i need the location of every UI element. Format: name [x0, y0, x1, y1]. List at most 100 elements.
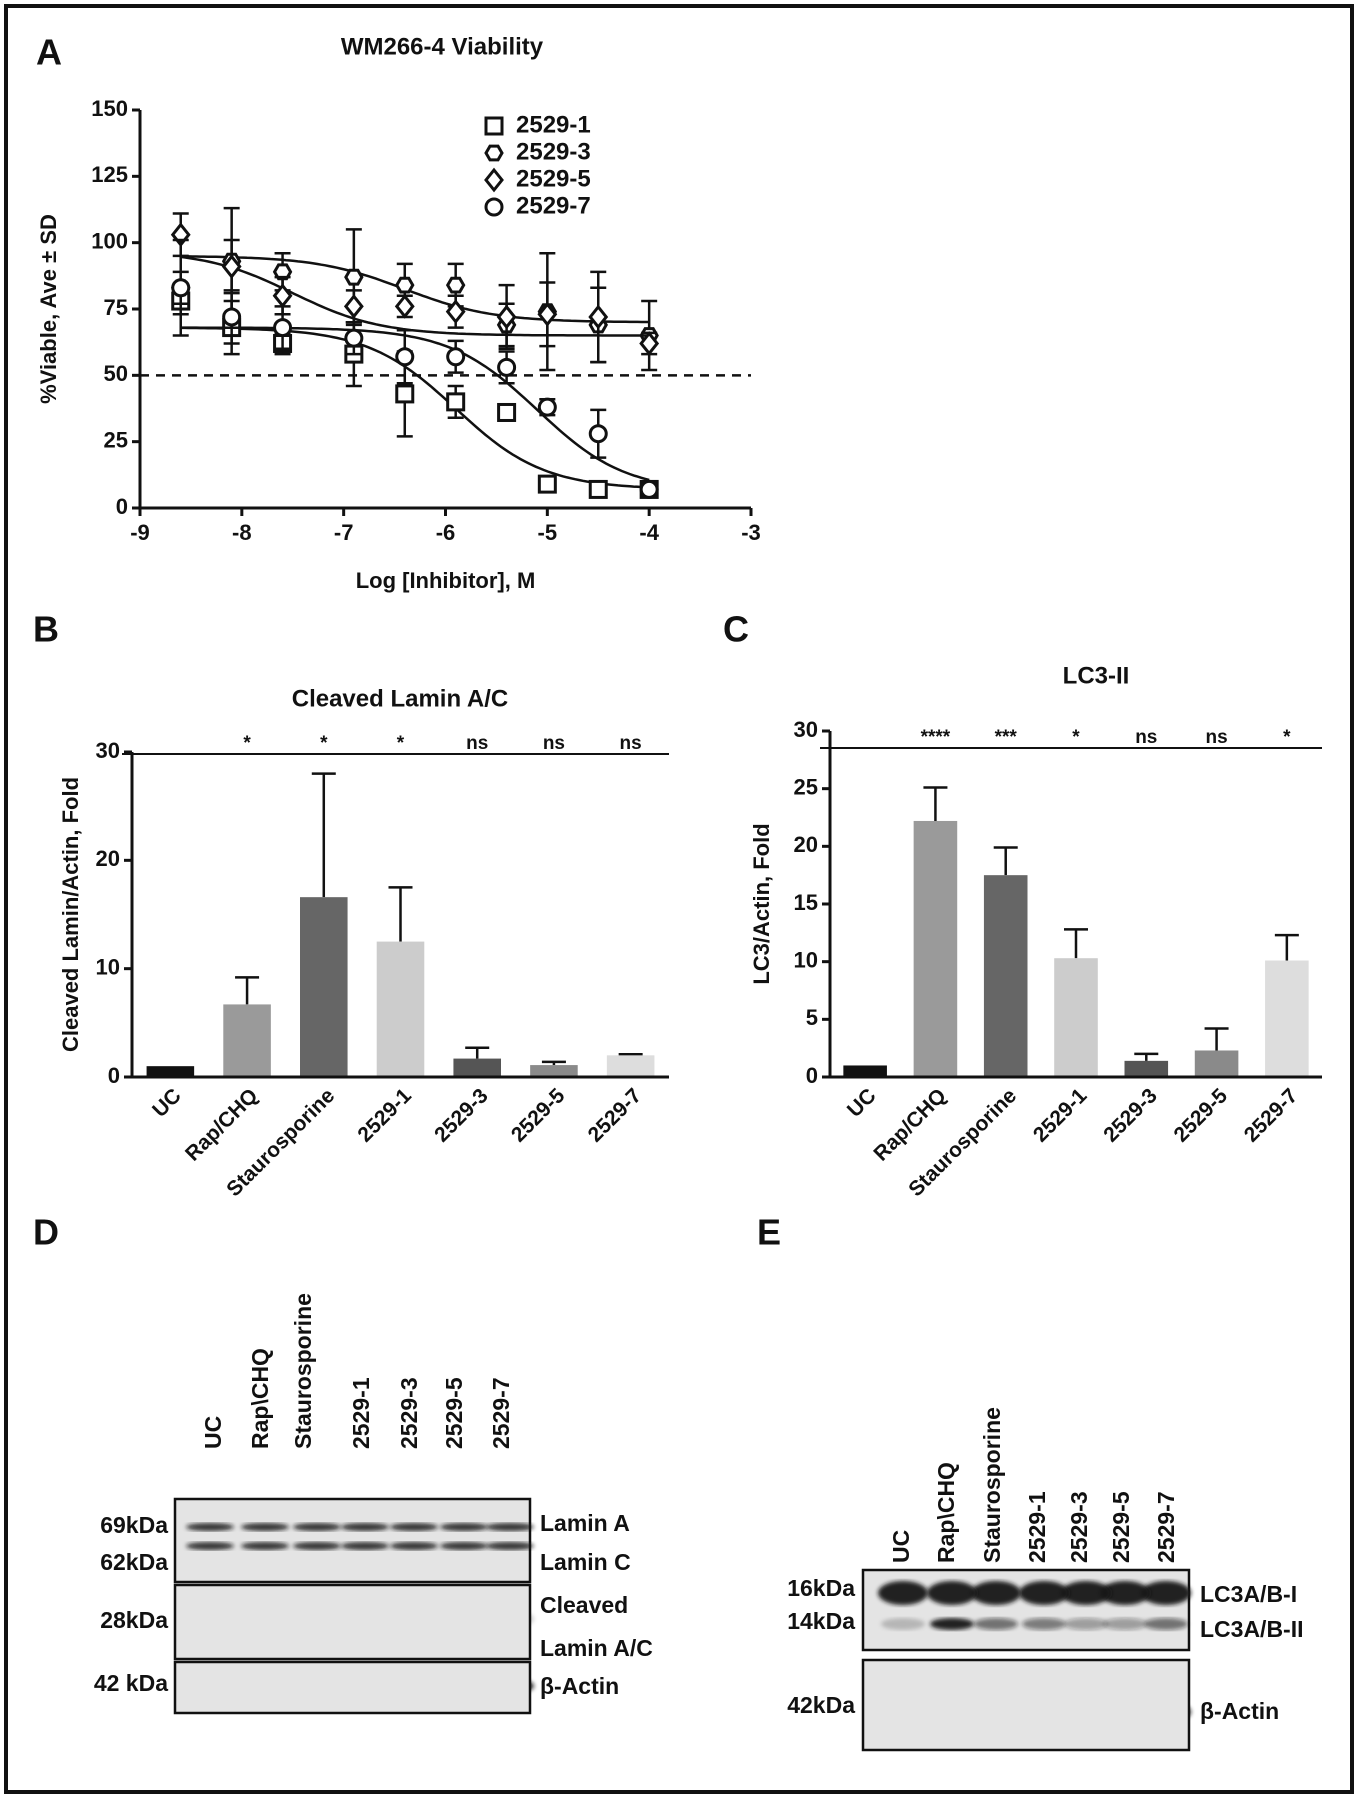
marker [497, 357, 517, 377]
y-tick-label: 50 [104, 361, 128, 386]
legend-label: 2529-5 [516, 165, 591, 192]
marker [273, 318, 293, 338]
blot-band [1061, 1581, 1111, 1605]
bar [530, 1065, 578, 1077]
lane-label: Rap\CHQ [933, 1462, 959, 1563]
blot-band [1019, 1581, 1069, 1605]
y-tick-label: 30 [794, 717, 818, 742]
fit-curve [180, 255, 650, 324]
bar [1265, 960, 1309, 1077]
blot-band [440, 1542, 488, 1550]
x-tick-label: -4 [639, 520, 659, 545]
band-label: LC3A/B-II [1200, 1616, 1304, 1642]
marker [446, 392, 466, 412]
error-bar [1064, 928, 1088, 959]
x-tick-label: -3 [741, 520, 761, 545]
legend-marker [484, 197, 504, 217]
panel-label: E [757, 1212, 781, 1253]
blot-band [881, 1618, 925, 1630]
lane-label: UC [200, 1416, 226, 1449]
lane-label: 2529-5 [1108, 1491, 1134, 1563]
marker [272, 263, 293, 281]
error-bar [1134, 1052, 1159, 1061]
y-tick-label: 25 [794, 774, 818, 799]
marker [395, 347, 415, 367]
significance-label: ns [543, 733, 565, 754]
blot-band [186, 1523, 234, 1531]
bar [1124, 1060, 1169, 1077]
lane-label: Rap\CHQ [247, 1348, 273, 1449]
legend-label: 2529-7 [516, 192, 591, 219]
size-label: 69kDa [100, 1512, 168, 1538]
band-label: Lamin A [540, 1510, 630, 1536]
significance-label: * [320, 733, 328, 754]
significance-label: ns [466, 733, 488, 754]
lane-label: 2529-3 [1066, 1491, 1092, 1563]
marker [537, 397, 557, 417]
marker [537, 474, 557, 494]
y-tick-label: 150 [91, 96, 128, 121]
bar [983, 875, 1028, 1077]
significance-label: ns [620, 733, 642, 754]
fit-curve [180, 326, 650, 482]
y-tick-label: 25 [104, 427, 128, 452]
panel-label: A [36, 32, 62, 73]
x-tick-label: -6 [436, 520, 456, 545]
lane-label: 2529-1 [1024, 1491, 1050, 1563]
bar [146, 1066, 195, 1077]
y-axis-label: LC3/Actin, Fold [749, 823, 774, 984]
x-axis-label: Log [Inhibitor], M [356, 568, 536, 593]
bar [606, 1055, 655, 1077]
blot-band [486, 1523, 534, 1531]
y-tick-label: 20 [96, 846, 120, 871]
size-label: 14kDa [787, 1608, 855, 1634]
significance-label: **** [921, 727, 951, 748]
size-label: 16kDa [787, 1575, 855, 1601]
x-tick-label: -9 [130, 520, 150, 545]
blot-band [241, 1523, 289, 1531]
marker [639, 479, 659, 499]
marker [588, 424, 608, 444]
marker [537, 301, 558, 327]
lane-label: 2529-7 [1153, 1491, 1179, 1563]
bar [1054, 958, 1098, 1077]
figure-border [4, 4, 1354, 1794]
marker [395, 276, 415, 294]
marker [497, 402, 517, 422]
blot-band [293, 1523, 341, 1531]
marker [445, 299, 466, 325]
marker [343, 293, 364, 319]
significance-label: *** [995, 727, 1018, 748]
band-label: Cleaved [540, 1592, 628, 1618]
y-tick-label: 0 [116, 494, 128, 519]
x-tick-label: -7 [334, 520, 354, 545]
size-label: 42 kDa [94, 1670, 168, 1696]
band-label: β-Actin [1200, 1698, 1279, 1724]
blot-band [241, 1542, 289, 1550]
lane-label: 2529-1 [348, 1377, 374, 1449]
marker [221, 254, 242, 279]
blot-band [1064, 1618, 1108, 1630]
error-bar [388, 886, 413, 942]
western-blot: UC Rap\CHQ Staurosporine 2529-1 2529-3 2… [787, 1407, 1304, 1752]
blot-box [861, 1658, 1191, 1752]
y-tick-label: 0 [806, 1063, 818, 1088]
legend-marker [484, 116, 504, 136]
lane-label: UC [888, 1530, 914, 1563]
error-bar [465, 1046, 490, 1059]
lane-label: 2529-3 [396, 1377, 422, 1449]
marker [639, 331, 660, 356]
lane-label: Staurosporine [290, 1293, 316, 1449]
y-tick-label: 0 [108, 1063, 120, 1088]
panel-label: C [723, 609, 749, 650]
bar [376, 941, 425, 1077]
error-bar [541, 1060, 566, 1066]
error-bar [1274, 933, 1299, 961]
panel-label: B [33, 609, 59, 650]
marker [395, 384, 415, 404]
y-tick-label: 10 [96, 954, 120, 979]
error-bar [235, 976, 260, 1005]
y-tick-label: 10 [794, 947, 818, 972]
y-tick-label: 15 [794, 890, 818, 915]
